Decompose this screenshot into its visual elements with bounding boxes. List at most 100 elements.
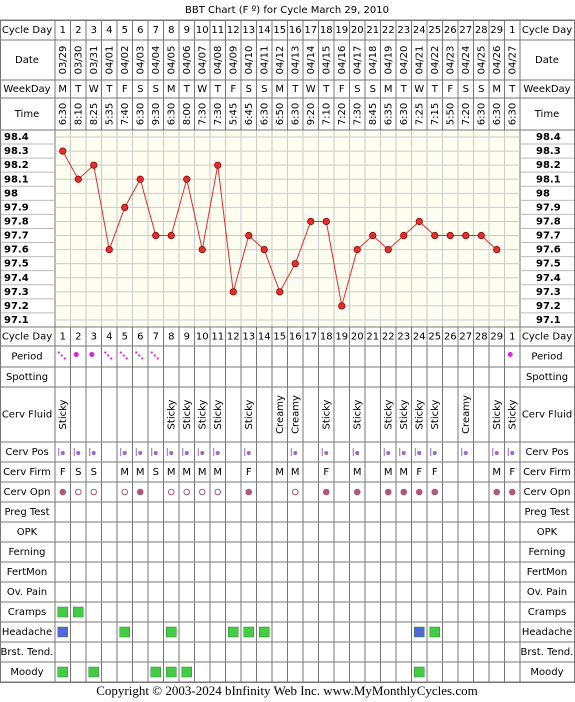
weekday: M: [167, 84, 176, 95]
fluid-text: Sticky: [352, 399, 363, 429]
firm-letter: M: [167, 467, 176, 478]
cycle-day: 21: [366, 332, 379, 343]
cycle-day: 16: [289, 25, 302, 36]
date: 04/22: [430, 46, 441, 75]
y-tick-label: 97.9: [4, 202, 29, 213]
time: 5:35: [104, 103, 115, 125]
weekday: M: [384, 84, 393, 95]
firm-letter: M: [492, 467, 501, 478]
temp-point: [291, 260, 299, 268]
y-tick-label: 98.2: [536, 160, 561, 171]
row-label: Moody: [10, 667, 43, 678]
open-mark: [431, 488, 439, 496]
period-mark: [150, 351, 153, 354]
period-mark: [89, 352, 95, 357]
symptom-box: [57, 666, 68, 678]
weekday: S: [354, 84, 360, 95]
time: 7:15: [430, 103, 441, 125]
fluid-text: Sticky: [166, 399, 177, 429]
cycle-day: 1: [509, 332, 515, 343]
time: 6:30: [58, 103, 69, 125]
firm-letter: M: [353, 467, 362, 478]
pos-mark: [91, 451, 96, 455]
firm-letter: M: [136, 467, 145, 478]
cycle-day: 15: [273, 332, 286, 343]
row-label: Date: [15, 55, 39, 66]
weekday: F: [122, 84, 128, 95]
temp-point: [167, 231, 175, 240]
pos-mark: [153, 451, 158, 455]
fluid-text: Sticky: [213, 399, 224, 429]
cycle-day: 29: [490, 25, 503, 36]
cycle-day: 27: [459, 25, 472, 36]
row-label: Preg Test: [524, 507, 569, 518]
row-label: Ov. Pain: [7, 587, 47, 598]
open-mark: [167, 488, 175, 496]
date: 04/11: [259, 46, 270, 75]
temp-point: [338, 302, 346, 310]
symptom-box: [243, 626, 254, 638]
open-mark: [90, 488, 98, 496]
row-label: Cycle Day: [2, 25, 52, 36]
firm-letter: F: [246, 467, 252, 478]
pos-mark: [215, 451, 220, 455]
open-mark: [400, 488, 408, 496]
cycle-day: 11: [211, 332, 224, 343]
cycle-day: 29: [490, 332, 503, 343]
pos-mark: [184, 451, 189, 455]
date: 04/03: [135, 46, 146, 75]
cycle-day: 22: [382, 332, 395, 343]
fluid-text: Sticky: [430, 399, 441, 429]
weekday: W: [197, 84, 207, 95]
firm-letter: S: [91, 467, 97, 478]
temp-point: [59, 147, 67, 155]
firm-letter: M: [198, 467, 207, 478]
open-mark: [198, 488, 206, 496]
firm-letter: F: [432, 467, 438, 478]
fluid-text: Sticky: [182, 399, 193, 429]
time: 8:25: [89, 103, 100, 125]
pos-mark: [324, 451, 329, 455]
cycle-day: 16: [289, 332, 302, 343]
symptom-box: [150, 666, 161, 678]
y-tick-label: 98.2: [4, 160, 29, 171]
time: 6:30: [399, 103, 410, 125]
period-mark: [110, 357, 113, 360]
weekday: M: [275, 84, 284, 95]
y-tick-label: 97.8: [536, 216, 561, 227]
pos-mark: [122, 451, 127, 455]
cycle-day: 11: [211, 25, 224, 36]
row-label: OPK: [537, 527, 558, 538]
cycle-day: 25: [428, 25, 441, 36]
row-label: Cerv Opn: [4, 487, 51, 498]
cycle-day: 12: [227, 332, 240, 343]
pos-mark: [432, 451, 437, 455]
cycle-day: 21: [366, 25, 379, 36]
y-tick-label: 98.4: [536, 132, 561, 143]
pos-mark: [355, 451, 360, 455]
row-label: Time: [14, 109, 39, 120]
date: 04/05: [166, 46, 177, 75]
fluid-text: Sticky: [197, 399, 208, 429]
date: 04/08: [213, 46, 224, 75]
time: 6:30: [259, 103, 270, 125]
weekday: T: [431, 84, 439, 95]
temp-point: [493, 246, 501, 254]
cycle-day: 14: [258, 25, 271, 36]
cycle-day: 13: [242, 332, 255, 343]
cycle-day: 28: [475, 25, 488, 36]
pos-mark: [463, 451, 468, 455]
weekday: M: [58, 84, 67, 95]
temp-point: [90, 161, 98, 169]
weekday: T: [400, 84, 408, 95]
row-label: Brst. Tend.: [1, 647, 54, 658]
firm-letter: S: [153, 467, 159, 478]
weekday: T: [214, 84, 222, 95]
row-label: Cramps: [8, 607, 47, 618]
date: 04/16: [337, 46, 348, 75]
time: 6:30: [135, 103, 146, 125]
period-mark: [156, 357, 159, 360]
weekday: S: [463, 84, 469, 95]
cycle-day: 25: [428, 332, 441, 343]
